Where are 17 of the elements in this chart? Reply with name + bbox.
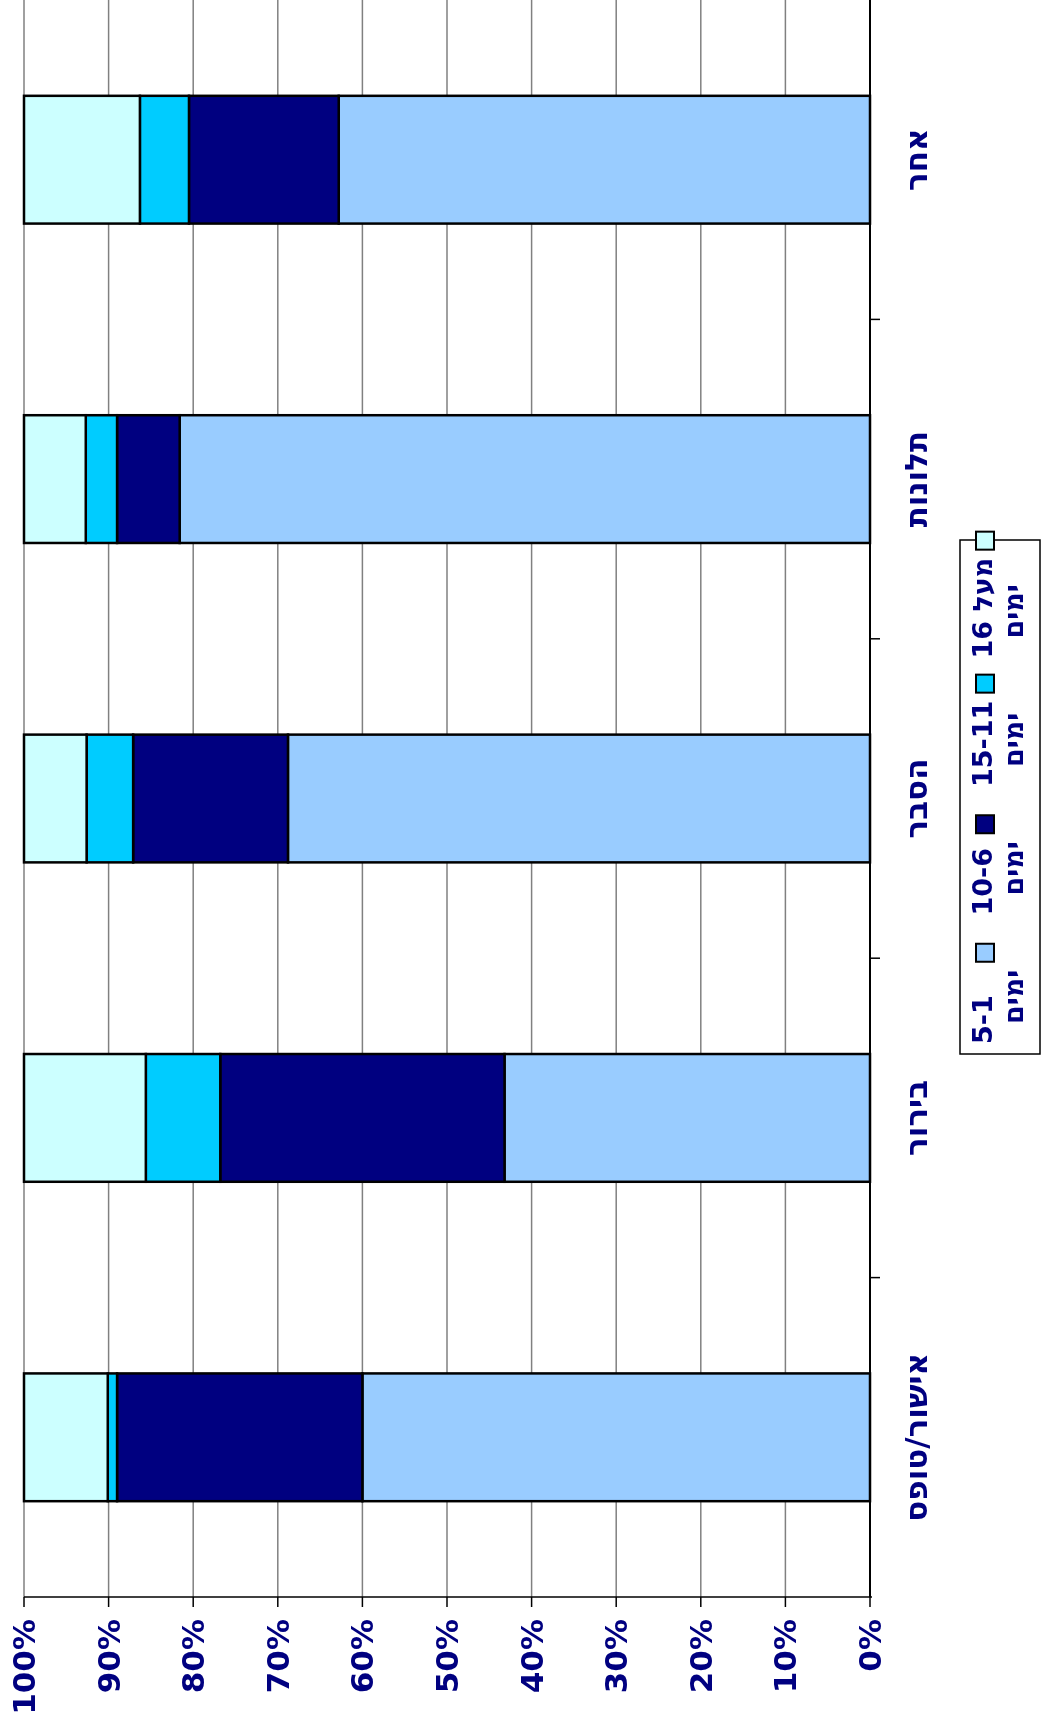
- x-tick-label: 60%: [344, 1619, 381, 1694]
- y-tick-label: בירור: [898, 1079, 934, 1156]
- x-tick-label: 90%: [90, 1619, 127, 1694]
- y-tick-label: תלונות: [898, 430, 934, 528]
- x-tick-label: 70%: [259, 1619, 296, 1694]
- y-tick-label: אחר: [898, 128, 934, 191]
- legend-label: מעל 16 ימים: [967, 557, 1029, 659]
- x-tick-label: 80%: [175, 1619, 212, 1694]
- x-tick-label: 50%: [429, 1619, 465, 1694]
- x-tick-label: 30%: [598, 1619, 635, 1694]
- x-tick-label: 0%: [852, 1619, 888, 1672]
- y-tick-label: אישור/טופס: [898, 1352, 934, 1522]
- x-tick-label: 100%: [6, 1619, 42, 1715]
- x-tick-label: 10%: [767, 1619, 804, 1694]
- x-tick-label: 20%: [682, 1619, 719, 1694]
- y-tick-label: הסבר: [898, 758, 934, 839]
- x-tick-label: 40%: [513, 1619, 550, 1694]
